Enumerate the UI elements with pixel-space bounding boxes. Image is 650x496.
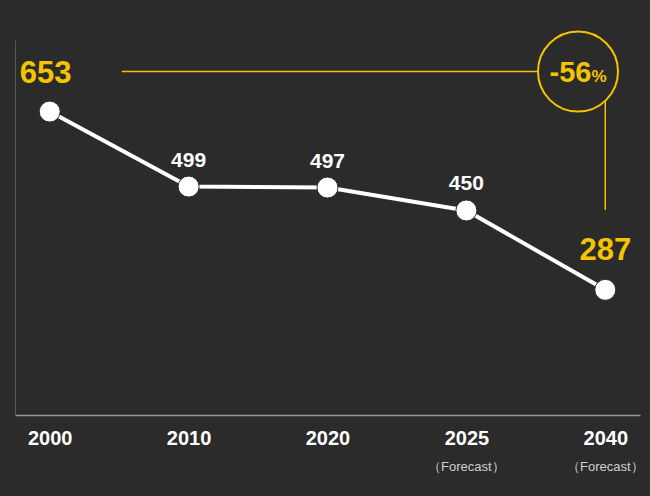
data-line	[50, 112, 606, 290]
y-axis-line	[15, 41, 16, 416]
x-tick-label: 2020	[306, 427, 351, 449]
data-label: 499	[171, 148, 206, 171]
x-axis: 2000 2010 2020 2025 2040	[16, 415, 641, 449]
x-tick-label: 2000	[28, 427, 73, 449]
data-point	[456, 200, 477, 221]
x-tick: 2000	[28, 415, 73, 449]
x-tick-label: 2010	[167, 427, 212, 449]
annotation: -56%	[549, 56, 606, 88]
data-label: 287	[579, 232, 631, 267]
data-point	[39, 101, 60, 122]
chart: 2000 2010 2020 2025 2040 （Forecast） （Forecast）…	[0, 0, 650, 496]
x-tick: 2025	[445, 415, 490, 449]
x-tick: 2010	[167, 415, 212, 449]
data-label: 653	[20, 55, 72, 90]
x-tick-label: 2025	[445, 427, 490, 449]
data-label: 450	[449, 171, 484, 194]
x-tick-label: 2040	[584, 427, 629, 449]
annotation-leader	[605, 101, 607, 210]
plot-area	[39, 101, 616, 300]
y-axis	[15, 41, 16, 416]
x-tick: 2020	[306, 415, 351, 449]
data-point	[317, 177, 338, 198]
x-tick-note: （Forecast）	[567, 459, 644, 474]
annotation-lines	[122, 32, 618, 210]
data-point	[178, 176, 199, 197]
data-label: 497	[310, 149, 345, 172]
annotation-leader	[122, 71, 538, 73]
background	[0, 0, 650, 496]
annotation-ring	[538, 32, 618, 112]
data-point	[595, 279, 616, 300]
x-tick: 2040	[584, 415, 629, 449]
x-axis-line	[16, 415, 641, 417]
x-tick-note: （Forecast）	[428, 459, 505, 474]
